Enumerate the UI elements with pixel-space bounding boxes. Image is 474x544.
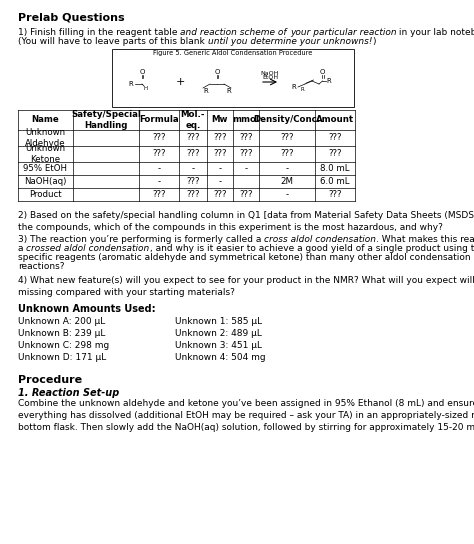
Text: ???: ??? xyxy=(239,133,253,143)
Text: ???: ??? xyxy=(328,190,342,199)
Text: ???: ??? xyxy=(213,133,227,143)
Text: -: - xyxy=(219,164,221,173)
Text: 95% EtOH: 95% EtOH xyxy=(24,164,67,173)
Text: ???: ??? xyxy=(328,150,342,158)
Text: ???: ??? xyxy=(152,150,166,158)
Text: O: O xyxy=(139,69,145,75)
Text: ???: ??? xyxy=(239,190,253,199)
Text: Prelab Questions: Prelab Questions xyxy=(18,12,125,22)
Text: cross aldol condensation: cross aldol condensation xyxy=(264,235,376,244)
Text: ???: ??? xyxy=(280,133,294,143)
Text: Mw: Mw xyxy=(212,115,228,125)
Text: -: - xyxy=(285,190,289,199)
Text: -: - xyxy=(219,177,221,186)
Text: ???: ??? xyxy=(280,150,294,158)
Text: -: - xyxy=(245,164,247,173)
Text: Unknown 4: 504 mg: Unknown 4: 504 mg xyxy=(175,353,265,362)
Text: Density/Conc.: Density/Conc. xyxy=(254,115,320,125)
Text: ???: ??? xyxy=(213,150,227,158)
Text: R: R xyxy=(300,87,304,92)
Text: ???: ??? xyxy=(186,150,200,158)
Text: ???: ??? xyxy=(186,177,200,186)
Text: Combine the unknown aldehyde and ketone you’ve been assigned in 95% Ethanol (8 m: Combine the unknown aldehyde and ketone … xyxy=(18,399,474,431)
Text: 3) The reaction you’re performing is formerly called a: 3) The reaction you’re performing is for… xyxy=(18,235,264,244)
Text: 8.0 mL: 8.0 mL xyxy=(320,164,350,173)
Text: until you determine your unknowns!: until you determine your unknowns! xyxy=(208,37,372,46)
Text: 2M: 2M xyxy=(281,177,293,186)
Text: a: a xyxy=(18,244,27,253)
Text: Unknown
Aldehyde: Unknown Aldehyde xyxy=(25,128,66,148)
Text: ???: ??? xyxy=(328,133,342,143)
Text: -: - xyxy=(157,164,161,173)
Text: ???: ??? xyxy=(186,190,200,199)
Text: Amount: Amount xyxy=(316,115,354,125)
Text: H: H xyxy=(144,86,148,91)
Text: R: R xyxy=(327,78,331,84)
Text: R: R xyxy=(291,84,296,90)
Text: R: R xyxy=(128,81,133,87)
Text: Unknown Amounts Used:: Unknown Amounts Used: xyxy=(18,304,155,314)
Text: mmol: mmol xyxy=(233,115,259,125)
Text: Figure 5. Generic Aldol Condensation Procedure: Figure 5. Generic Aldol Condensation Pro… xyxy=(153,50,313,56)
Text: -: - xyxy=(157,177,161,186)
Text: -: - xyxy=(285,164,289,173)
Text: Unknown 1: 585 μL: Unknown 1: 585 μL xyxy=(175,317,262,326)
Text: Formula: Formula xyxy=(139,115,179,125)
Text: ???: ??? xyxy=(213,190,227,199)
Text: specific reagents (aromatic aldehyde and symmetrical ketone) than many other ald: specific reagents (aromatic aldehyde and… xyxy=(18,253,471,262)
Text: O: O xyxy=(320,69,325,75)
Text: and reaction scheme of: and reaction scheme of xyxy=(181,28,290,37)
Text: Unknown
Ketone: Unknown Ketone xyxy=(26,144,65,164)
Text: in your lab notebook: in your lab notebook xyxy=(396,28,474,37)
Text: your particular reaction: your particular reaction xyxy=(290,28,396,37)
Bar xyxy=(112,49,354,107)
Text: -: - xyxy=(191,164,194,173)
Text: Procedure: Procedure xyxy=(18,375,82,385)
Text: ): ) xyxy=(372,37,375,46)
Text: Unknown A: 200 μL: Unknown A: 200 μL xyxy=(18,317,105,326)
Text: crossed aldol condensation: crossed aldol condensation xyxy=(27,244,150,253)
Text: ???: ??? xyxy=(152,133,166,143)
Text: reactions?: reactions? xyxy=(18,262,64,271)
Text: Safety/Special
Handling: Safety/Special Handling xyxy=(71,110,141,129)
Text: Unknown 3: 451 μL: Unknown 3: 451 μL xyxy=(175,341,262,350)
Text: Unknown B: 239 μL: Unknown B: 239 μL xyxy=(18,329,105,338)
Text: 4) What new feature(s) will you expect to see for your product in the NMR? What : 4) What new feature(s) will you expect t… xyxy=(18,276,474,297)
Text: Product: Product xyxy=(29,190,62,199)
Text: NaOH(aq): NaOH(aq) xyxy=(24,177,67,186)
Text: (You will have to leave parts of this blank: (You will have to leave parts of this bl… xyxy=(18,37,208,46)
Text: R: R xyxy=(226,88,231,94)
Text: EtOH: EtOH xyxy=(262,75,278,80)
Text: Unknown 2: 489 μL: Unknown 2: 489 μL xyxy=(175,329,262,338)
Text: . What makes this reaction: . What makes this reaction xyxy=(376,235,474,244)
Text: NaOH: NaOH xyxy=(261,71,279,76)
Text: 1. Reaction Set-up: 1. Reaction Set-up xyxy=(18,388,119,398)
Text: 2) Based on the safety/special handling column in Q1 [data from Material Safety : 2) Based on the safety/special handling … xyxy=(18,211,474,232)
Text: ???: ??? xyxy=(152,190,166,199)
Text: Unknown D: 171 μL: Unknown D: 171 μL xyxy=(18,353,106,362)
Text: O: O xyxy=(214,69,219,75)
Text: ???: ??? xyxy=(239,150,253,158)
Text: 1) Finish filling in the reagent table: 1) Finish filling in the reagent table xyxy=(18,28,181,37)
Text: ???: ??? xyxy=(186,133,200,143)
Text: 6.0 mL: 6.0 mL xyxy=(320,177,350,186)
Text: +: + xyxy=(175,77,185,87)
Text: Mol.-
eq.: Mol.- eq. xyxy=(181,110,205,129)
Text: , and why is it easier to achieve a good yield of a single product using these: , and why is it easier to achieve a good… xyxy=(150,244,474,253)
Text: Name: Name xyxy=(32,115,59,125)
Text: Unknown C: 298 mg: Unknown C: 298 mg xyxy=(18,341,109,350)
Text: R: R xyxy=(203,88,208,94)
